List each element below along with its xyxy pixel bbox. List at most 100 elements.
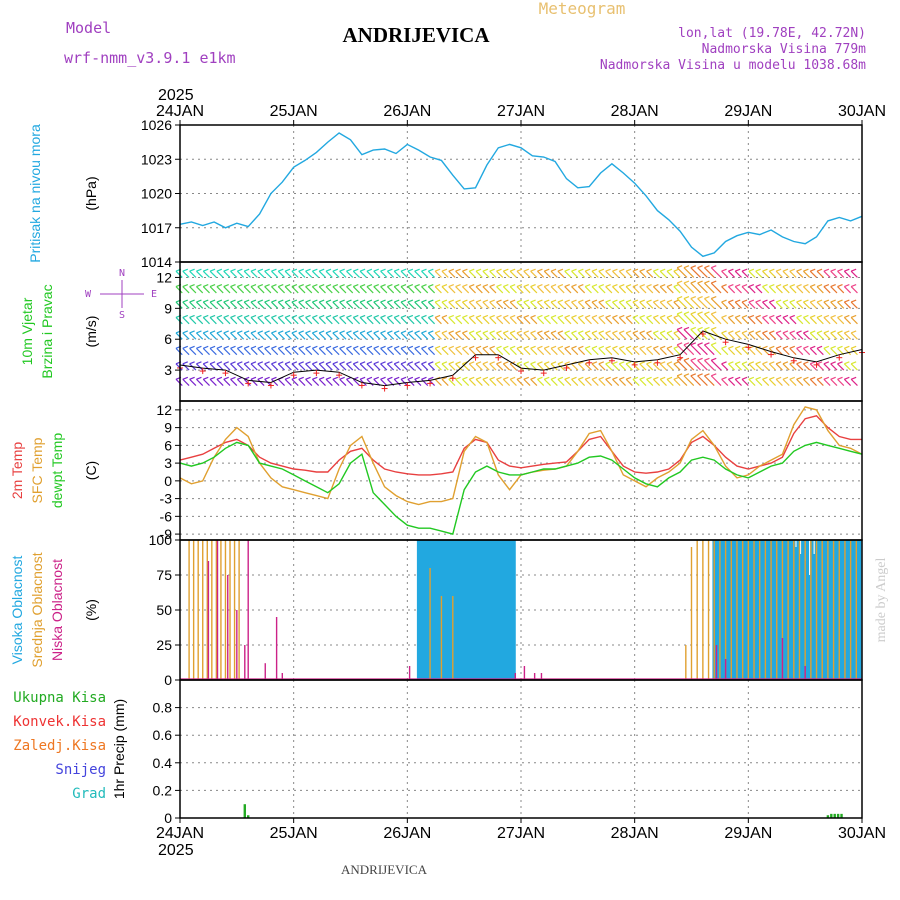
wind-barb-flag — [639, 330, 645, 334]
cloud-bar — [751, 540, 755, 680]
wind-barb — [427, 270, 436, 278]
wind-barb — [250, 317, 258, 325]
wind-barb-flag — [400, 361, 407, 365]
wind-barb — [683, 328, 695, 340]
wind-barb-flag — [769, 345, 775, 349]
cloud-bar — [498, 540, 503, 680]
wind-barb — [543, 286, 551, 294]
wind-barb-flag — [666, 284, 673, 288]
wind-barb — [448, 317, 456, 325]
wind-barb-flag — [237, 361, 243, 365]
wind-barb — [843, 317, 852, 325]
wind-barb — [236, 317, 245, 325]
wind-barb — [325, 347, 333, 356]
wind-barb-flag — [353, 299, 359, 303]
wind-barb — [690, 282, 702, 294]
wind-barb-flag — [216, 361, 223, 365]
wind-barb — [768, 301, 777, 309]
wind-barb — [400, 301, 408, 309]
cloud-bar — [466, 540, 471, 680]
wind-barb — [537, 286, 545, 294]
x-tick-label-top: 25JAN — [270, 103, 318, 120]
wind-barb — [666, 363, 674, 371]
wind-barb — [704, 282, 715, 294]
wind-barb — [676, 282, 688, 294]
wind-barb-flag — [823, 345, 830, 349]
wind-barb-flag — [503, 314, 509, 319]
wind-barb — [421, 332, 429, 340]
wind-barb-flag — [325, 314, 332, 319]
wind-barb-flag — [704, 295, 710, 300]
wind-barb — [697, 375, 708, 386]
wind-barb — [816, 301, 824, 309]
wind-barb-flag — [769, 376, 775, 380]
wind-barb — [209, 270, 217, 278]
wind-barb-flag — [697, 311, 703, 315]
wind-barb-flag — [721, 376, 727, 380]
wind-barb — [652, 317, 661, 325]
cloud-bar — [842, 540, 846, 680]
wind-barb — [734, 347, 742, 356]
wind-barb-flag — [803, 361, 809, 365]
wind-barb-flag — [734, 376, 741, 380]
wind-barb — [407, 363, 415, 371]
wind-barb-flag — [704, 342, 710, 346]
wind-barb — [189, 286, 197, 294]
wind-barb-flag — [741, 314, 748, 319]
wind-barb-flag — [584, 376, 591, 380]
cloud-bar — [446, 540, 450, 680]
cloud-bar — [778, 540, 782, 680]
wind-barb-flag — [475, 284, 482, 288]
wind-barb — [537, 378, 545, 386]
wind-barb — [421, 286, 429, 294]
wind-barb — [755, 347, 763, 356]
wind-barb — [625, 301, 633, 309]
wind-barb — [202, 378, 210, 386]
wind-barb — [796, 378, 804, 386]
wind-barb-flag — [278, 361, 284, 365]
x-tick-label-top: 30JAN — [838, 103, 886, 120]
wind-barb-flag — [646, 361, 652, 365]
wind-barb-flag — [509, 330, 516, 334]
wind-barb-flag — [690, 342, 697, 346]
wind-barb-flag — [393, 299, 400, 303]
wind-barb — [243, 347, 251, 356]
wind-barb-flag — [782, 376, 789, 380]
wind-barb — [659, 317, 667, 325]
wind-barb-flag — [690, 265, 697, 269]
wind-barb — [489, 301, 497, 309]
wind-barb-flag — [298, 268, 304, 272]
wind-barb — [496, 378, 504, 386]
wind-barb-flag — [353, 330, 359, 334]
wind-barb — [584, 270, 592, 278]
wind-barb — [571, 270, 579, 278]
wind-barb-flag — [721, 345, 727, 349]
wind-barb-flag — [509, 268, 516, 272]
wind-barb — [537, 332, 545, 340]
wind-barb — [659, 378, 667, 386]
wind-barb-flag — [264, 314, 270, 319]
wind-barb — [704, 375, 715, 386]
wind-barb — [366, 347, 374, 356]
cloud-bar — [421, 540, 425, 680]
wind-barb — [414, 347, 422, 356]
wind-barb-flag — [441, 376, 448, 380]
wind-barb — [291, 347, 299, 356]
wind-barb — [352, 301, 361, 309]
wind-barb-flag — [639, 345, 645, 349]
x-tick-label-bottom: 25JAN — [270, 825, 318, 842]
wind-barb-flag — [387, 361, 393, 365]
y-tick-label: 0.6 — [153, 727, 173, 743]
wind-barb-flag — [462, 330, 468, 334]
wind-barb-flag — [850, 376, 857, 380]
wind-barb-flag — [257, 268, 264, 272]
wind-barb — [482, 363, 490, 371]
panel-label: Srednja Oblacnost — [29, 552, 45, 667]
wind-barb — [755, 317, 763, 325]
cloud-bar — [471, 540, 475, 680]
wind-barb — [264, 332, 272, 340]
wind-barb — [697, 359, 708, 371]
wind-barb-flag — [250, 314, 257, 319]
wind-barb-flag — [257, 284, 264, 288]
series-line-2-2 — [179, 441, 863, 535]
